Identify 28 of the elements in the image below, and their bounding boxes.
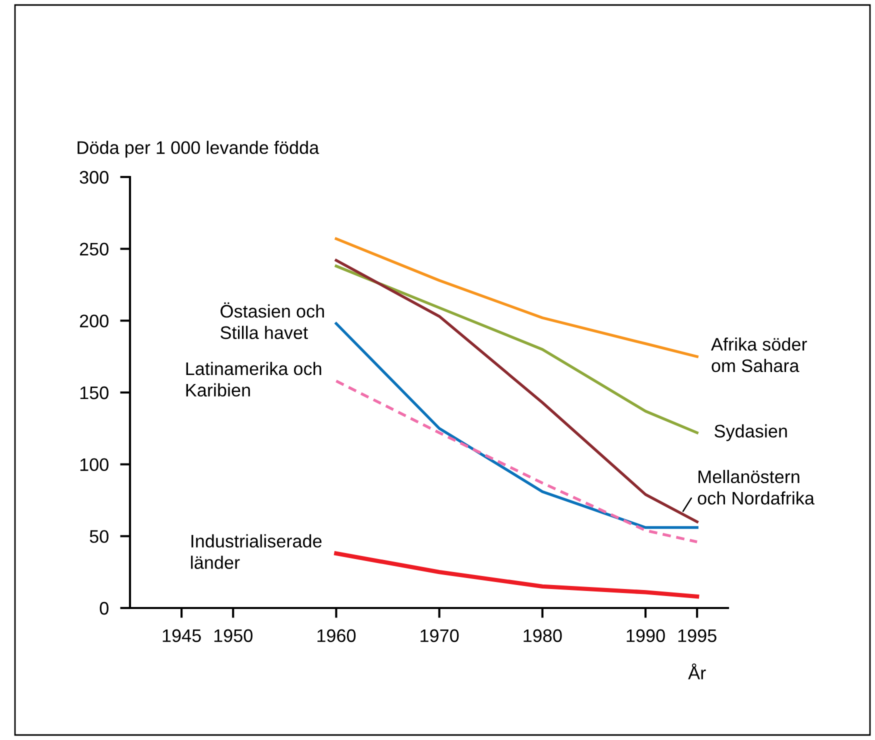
y-tick-label: 200 [80, 314, 108, 328]
x-tick-label: 1970 [420, 629, 459, 642]
y-axis-title: Döda per 1 000 levande födda [78, 140, 320, 158]
series-label: Mellanöstern och Nordafrika [698, 470, 814, 505]
series-label: Sydasien [714, 424, 787, 442]
x-axis-title: År [688, 663, 706, 680]
x-tick-label: 1980 [524, 629, 562, 642]
line-series [334, 258, 698, 524]
y-tick-label: 300 [80, 170, 108, 184]
line-series [334, 551, 700, 599]
y-tick-label: 0 [100, 602, 108, 615]
series-label: Östasien och Stilla havet [220, 302, 324, 340]
x-tick-label: 1995 [678, 629, 716, 642]
line-series [334, 380, 698, 544]
x-tick-label: 1945 [162, 629, 201, 642]
line-series [334, 264, 698, 434]
series-label: Latinamerika och Karibien [186, 362, 322, 397]
line-series [334, 237, 698, 358]
series-label: Afrika söder om Sahara [710, 337, 807, 372]
y-tick-label: 250 [80, 242, 108, 256]
y-tick-label: 100 [80, 458, 108, 472]
y-tick-label: 50 [90, 530, 108, 543]
x-tick-label: 1990 [626, 629, 665, 642]
x-tick-label: 1950 [214, 629, 252, 642]
line-series [334, 322, 698, 529]
y-tick-label: 150 [80, 386, 108, 400]
x-tick-label: 1960 [318, 629, 356, 642]
series-label: Industrialiserade länder [191, 534, 322, 569]
